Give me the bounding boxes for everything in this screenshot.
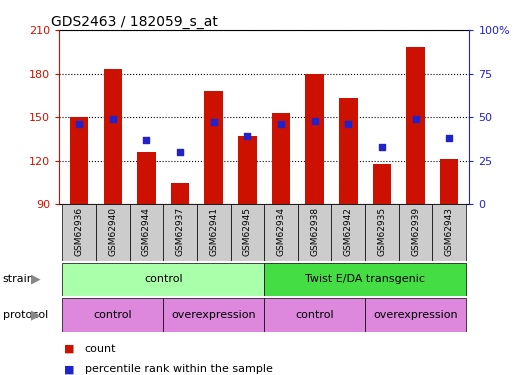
- Text: overexpression: overexpression: [171, 310, 256, 320]
- Text: ■: ■: [64, 364, 74, 374]
- Text: ■: ■: [64, 344, 74, 354]
- Bar: [432, 204, 466, 261]
- Bar: [230, 204, 264, 261]
- Text: GSM62936: GSM62936: [75, 207, 84, 256]
- Bar: [264, 262, 466, 296]
- Point: [310, 118, 319, 124]
- Text: GSM62939: GSM62939: [411, 207, 420, 256]
- Text: strain: strain: [3, 274, 34, 284]
- Text: GDS2463 / 182059_s_at: GDS2463 / 182059_s_at: [51, 15, 218, 29]
- Text: GSM62943: GSM62943: [445, 207, 453, 256]
- Text: GSM62934: GSM62934: [277, 207, 286, 256]
- Text: GSM62938: GSM62938: [310, 207, 319, 256]
- Point: [378, 144, 386, 150]
- Text: percentile rank within the sample: percentile rank within the sample: [85, 364, 272, 374]
- Bar: [365, 298, 466, 332]
- Text: control: control: [295, 310, 334, 320]
- Point: [445, 135, 453, 141]
- Bar: [339, 98, 358, 204]
- Text: count: count: [85, 344, 116, 354]
- Bar: [63, 262, 264, 296]
- Point: [75, 121, 83, 127]
- Bar: [104, 69, 122, 204]
- Point: [277, 121, 285, 127]
- Text: control: control: [144, 274, 183, 284]
- Bar: [163, 204, 197, 261]
- Bar: [399, 204, 432, 261]
- Text: GSM62945: GSM62945: [243, 207, 252, 256]
- Text: GSM62942: GSM62942: [344, 207, 353, 256]
- Text: GSM62944: GSM62944: [142, 207, 151, 256]
- Bar: [70, 117, 88, 204]
- Text: Twist E/DA transgenic: Twist E/DA transgenic: [305, 274, 425, 284]
- Point: [344, 121, 352, 127]
- Bar: [365, 204, 399, 261]
- Bar: [163, 298, 264, 332]
- Bar: [264, 298, 365, 332]
- Bar: [171, 183, 189, 204]
- Bar: [305, 74, 324, 204]
- Bar: [205, 91, 223, 204]
- Point: [210, 119, 218, 125]
- Text: ▶: ▶: [31, 309, 41, 321]
- Text: overexpression: overexpression: [373, 310, 458, 320]
- Point: [243, 134, 251, 140]
- Text: GSM62937: GSM62937: [175, 207, 185, 256]
- Text: control: control: [93, 310, 132, 320]
- Text: GSM62941: GSM62941: [209, 207, 218, 256]
- Bar: [63, 298, 163, 332]
- Bar: [238, 136, 256, 204]
- Bar: [264, 204, 298, 261]
- Bar: [272, 113, 290, 204]
- Bar: [96, 204, 130, 261]
- Bar: [440, 159, 459, 204]
- Text: GSM62940: GSM62940: [108, 207, 117, 256]
- Point: [142, 137, 150, 143]
- Bar: [406, 48, 425, 204]
- Bar: [298, 204, 331, 261]
- Bar: [331, 204, 365, 261]
- Text: GSM62935: GSM62935: [378, 207, 386, 256]
- Bar: [130, 204, 163, 261]
- Bar: [63, 204, 96, 261]
- Point: [411, 116, 420, 122]
- Text: ▶: ▶: [31, 273, 41, 286]
- Text: protocol: protocol: [3, 310, 48, 320]
- Bar: [372, 164, 391, 204]
- Bar: [137, 152, 156, 204]
- Point: [176, 149, 184, 155]
- Point: [109, 116, 117, 122]
- Bar: [197, 204, 230, 261]
